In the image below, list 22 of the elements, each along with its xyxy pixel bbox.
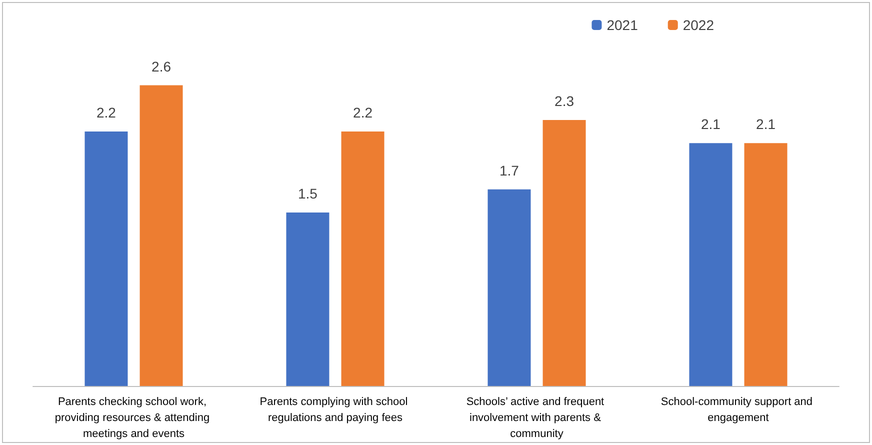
legend-label: 2021: [606, 17, 638, 33]
bar: [689, 143, 732, 386]
data-label: 2.1: [756, 116, 776, 132]
data-label: 1.7: [499, 162, 520, 178]
bar: [84, 132, 128, 386]
legend-label: 2022: [682, 17, 714, 33]
x-tick-label: School-community support and engagement: [660, 396, 816, 424]
bar: [140, 85, 183, 386]
data-label: 1.5: [298, 186, 318, 202]
bar: [488, 189, 531, 386]
data-label: 2.2: [353, 104, 373, 121]
x-tick-label: Parents checking school work, providing resources & attending meetings and events: [54, 396, 213, 440]
bar: [341, 132, 384, 386]
bar: [286, 212, 330, 386]
bar: [542, 120, 586, 386]
bar: [744, 143, 788, 386]
data-label: 2.3: [554, 92, 574, 109]
data-label: 2.1: [700, 116, 721, 132]
data-label: 2.6: [152, 58, 172, 74]
x-tick-label: Schools’ active and frequent involvement with parents & community: [466, 396, 608, 440]
x-tick-label: Parents complying with school regulations and paying fees: [260, 396, 411, 424]
data-label: 2.2: [96, 104, 116, 121]
